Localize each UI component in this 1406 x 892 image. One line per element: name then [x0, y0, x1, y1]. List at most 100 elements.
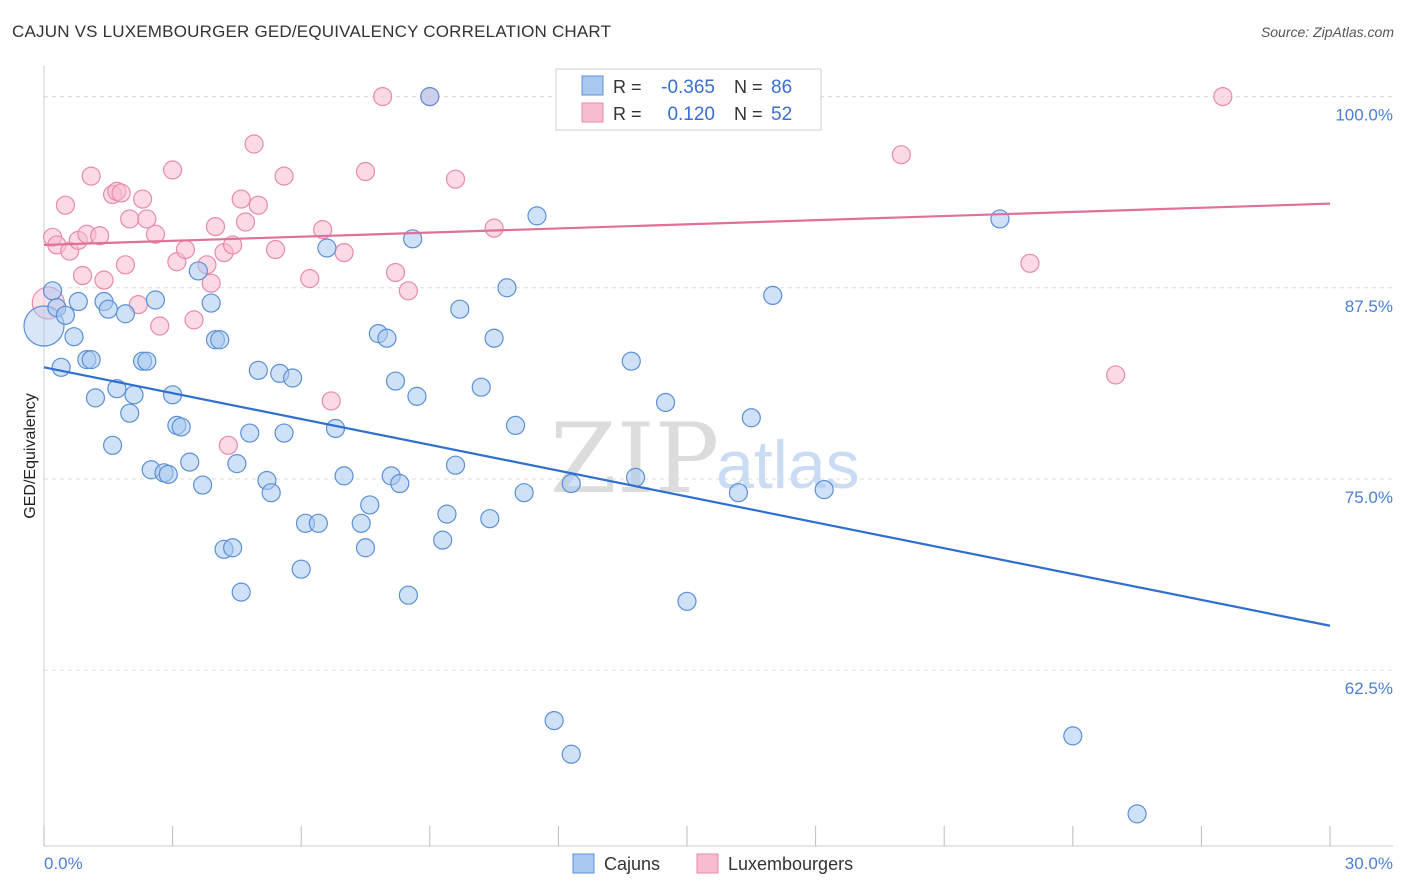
- cajun-point: [201, 293, 221, 313]
- stats-swatch-luxembourgers: [581, 102, 604, 123]
- luxembourger-point: [223, 235, 243, 255]
- cajun-point: [621, 351, 641, 371]
- cajun-point: [107, 379, 127, 399]
- cajun-point: [377, 328, 397, 348]
- luxembourger-point: [150, 316, 170, 336]
- cajun-point: [51, 357, 71, 377]
- cajun-point: [990, 209, 1010, 229]
- cajun-point: [433, 530, 453, 550]
- stats-box: R = -0.365 N = 86 R = 0.120 N = 52: [555, 68, 822, 131]
- luxembourger-point: [132, 189, 153, 209]
- cajun-point: [193, 475, 213, 495]
- luxembourger-point: [231, 189, 251, 209]
- luxembourger-point: [90, 226, 110, 246]
- cajun-point: [171, 417, 191, 437]
- legend-label-cajuns[interactable]: Cajuns: [604, 854, 660, 874]
- luxembourger-point: [313, 220, 333, 240]
- luxembourger-point: [1213, 86, 1233, 107]
- legend-swatch-cajuns[interactable]: [572, 853, 595, 874]
- luxembourger-point: [248, 195, 268, 215]
- cajun-point: [145, 290, 166, 310]
- cajun-point: [561, 473, 581, 494]
- legend-label-luxembourgers[interactable]: Luxembourgers: [728, 854, 853, 874]
- luxembourgers-points: [31, 86, 1233, 455]
- stats-n-label-luxembourgers: N =: [734, 104, 763, 124]
- luxembourger-point: [205, 216, 226, 237]
- watermark: ZIP atlas: [550, 403, 860, 515]
- cajuns-points: [23, 86, 1147, 824]
- x-tick-label-min: 0.0%: [44, 854, 83, 873]
- cajun-point: [497, 278, 517, 298]
- luxembourger-point: [300, 268, 320, 289]
- trend-lines: [43, 202, 1331, 627]
- luxembourger-point: [218, 435, 238, 455]
- cajun-point: [484, 328, 504, 348]
- cajun-point: [261, 483, 281, 503]
- luxembourger-point: [265, 239, 286, 260]
- luxembourger-point: [445, 169, 466, 189]
- cajun-point: [42, 281, 63, 301]
- cajun-point: [351, 513, 371, 533]
- cajun-point: [514, 483, 534, 503]
- stats-r-value-luxembourgers: 0.120: [667, 104, 715, 125]
- y-tick-label: 62.5%: [1345, 679, 1393, 698]
- cajun-point: [158, 464, 178, 484]
- stats-swatch-cajuns: [581, 75, 604, 96]
- cajun-point: [544, 710, 564, 731]
- cajun-point: [505, 415, 526, 436]
- luxembourger-point: [373, 86, 393, 107]
- legend-swatch-luxembourgers[interactable]: [696, 853, 719, 874]
- luxembourger-point: [201, 273, 221, 293]
- cajun-point: [231, 582, 251, 602]
- cajun-point: [1127, 804, 1147, 824]
- y-tick-label: 100.0%: [1335, 106, 1393, 125]
- x-tick-label-max: 30.0%: [1345, 854, 1393, 873]
- cajun-point: [180, 452, 200, 472]
- cajun-point: [677, 591, 697, 611]
- cajun-point: [291, 559, 311, 579]
- cajun-point: [325, 418, 346, 439]
- axis-layer: [43, 66, 1393, 847]
- luxembourger-point: [137, 209, 157, 229]
- cajun-point: [248, 360, 268, 380]
- cajun-point: [480, 509, 500, 529]
- cajun-point: [437, 504, 457, 524]
- cajun-point: [223, 538, 243, 558]
- luxembourger-point: [1106, 365, 1126, 385]
- y-tick-label: 87.5%: [1345, 297, 1393, 316]
- luxembourger-point: [72, 265, 93, 286]
- cajun-point: [98, 299, 118, 319]
- cajun-point: [64, 327, 84, 347]
- legend: Cajuns Luxembourgers: [572, 853, 853, 874]
- cajun-point: [283, 368, 303, 388]
- cajun-point: [390, 473, 410, 494]
- cajun-point: [227, 454, 247, 474]
- cajun-point: [1063, 726, 1083, 746]
- cajun-point: [741, 408, 761, 428]
- cajun-point: [115, 304, 136, 324]
- stats-r-value-cajuns: -0.365: [661, 77, 715, 98]
- luxembourger-point: [484, 218, 504, 238]
- luxembourger-point: [1020, 253, 1040, 273]
- stats-n-value-luxembourgers: 52: [771, 104, 792, 125]
- cajun-point: [317, 238, 337, 258]
- luxembourger-point: [398, 281, 418, 301]
- stats-n-label-cajuns: N =: [734, 77, 763, 97]
- cajun-point: [450, 299, 470, 319]
- cajun-point: [398, 585, 418, 605]
- cajun-point: [68, 291, 88, 312]
- cajun-point: [527, 206, 547, 226]
- cajun-point: [81, 350, 101, 370]
- trend-line-luxembourgers: [43, 202, 1331, 247]
- cajun-point: [355, 538, 376, 558]
- cajun-point: [240, 423, 260, 443]
- cajun-point: [102, 435, 123, 455]
- luxembourger-point: [145, 224, 166, 244]
- stats-r-label-cajuns: R =: [613, 77, 642, 97]
- cajun-point: [188, 261, 208, 281]
- cajun-point: [385, 371, 406, 391]
- trend-line-cajuns: [43, 366, 1331, 627]
- luxembourger-point: [55, 195, 76, 215]
- cajun-point: [55, 305, 76, 325]
